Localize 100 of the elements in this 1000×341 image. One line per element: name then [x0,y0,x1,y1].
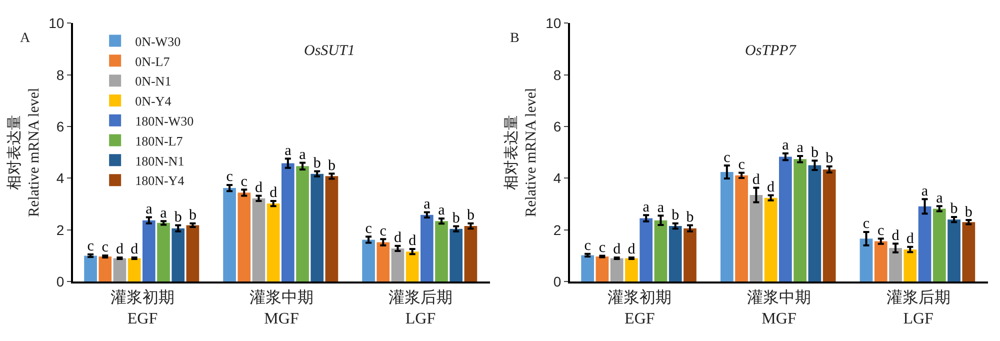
data-label: c [862,216,870,232]
y-tick-label: 2 [553,222,562,238]
data-label: a [921,183,928,200]
bar [223,188,236,282]
bar [172,228,185,282]
data-label: d [394,230,402,246]
data-label: a [936,190,944,206]
data-label: c [226,169,234,186]
bar [186,225,200,282]
x-tick-label: 灌浆初期 EGF [608,288,672,328]
data-label: a [782,138,790,154]
legend-label: 0N-L7 [135,54,170,69]
bar [720,172,734,282]
data-label: a [796,140,804,156]
y-tick-label: 0 [553,273,562,290]
data-label: a [284,142,292,159]
data-label: c [365,220,372,237]
y-tick-label: 6 [553,118,562,134]
bar [932,208,946,282]
bar [420,214,434,282]
bar [779,156,792,282]
bar [142,220,156,282]
y-tick-label: 6 [56,118,64,134]
bar [764,198,778,282]
data-label: b [950,201,958,218]
legend-label: 0N-W30 [135,34,181,49]
data-label: d [752,172,760,188]
data-label: b [313,156,321,172]
data-label: d [613,242,622,258]
data-label: c [380,223,387,240]
data-label: a [424,196,431,213]
y-tick-label: 4 [553,170,562,186]
legend-label: 180N-L7 [135,133,184,148]
data-label: b [328,158,336,174]
bar [684,228,696,282]
bar [750,195,763,282]
bar [450,228,463,282]
bar [98,256,112,282]
y-tick-label: 2 [56,222,64,238]
bar [640,218,653,282]
bar [625,258,638,282]
data-label: d [906,231,914,248]
data-label: c [738,157,746,174]
bar [610,258,624,282]
data-label: b [188,208,196,224]
bar [794,159,806,282]
y-tick-label: 4 [56,170,64,186]
data-label: c [87,238,94,255]
bar [808,165,822,282]
text: A [20,31,31,46]
bar [238,192,251,282]
bar [822,169,836,282]
bar [735,175,748,282]
data-label: a [299,146,306,163]
data-label: d [116,242,124,258]
bar [128,258,141,282]
data-label: b [466,208,474,224]
data-label: b [452,210,460,227]
data-label: d [892,228,900,244]
y-axis-title: 相对表达量 Relative mRNA level [6,88,42,217]
text: B [510,31,520,46]
x-tick-label: 灌浆中期 MGF [747,288,811,328]
x-tick-label: 灌浆中期 MGF [250,288,314,328]
data-label: c [102,240,109,256]
data-label: c [878,222,885,239]
data-label: b [810,144,818,161]
y-tick-label: 10 [546,15,562,32]
data-label: d [130,242,139,258]
legend-label: 0N-N1 [135,74,172,89]
data-label: b [174,209,182,226]
data-label: b [686,209,694,226]
data-label: d [270,185,278,202]
legend-label: 180N-W30 [135,113,194,128]
data-label: d [628,242,636,258]
text: OsTPP7 [745,43,798,59]
bar [668,226,682,282]
text: OsSUT1 [304,43,355,59]
bar [918,206,932,282]
bar [310,174,324,282]
bar [282,163,294,282]
bar [157,222,170,282]
data-label: c [598,240,606,256]
bar [435,221,448,282]
bar [362,240,375,282]
bar [84,256,97,282]
bar [113,258,126,282]
data-label: d [408,233,417,250]
data-label: c [724,150,731,166]
data-label: c [240,174,248,190]
y-tick-label: 8 [56,66,64,83]
data-label: a [146,201,153,218]
bar [391,248,404,282]
bar [464,226,478,282]
y-tick-label: 0 [56,273,64,290]
y-tick-label: 10 [48,15,64,32]
bar [874,241,888,282]
x-tick-label: 灌浆后期 LGF [886,288,950,328]
data-label: d [254,180,263,196]
bar [252,198,266,282]
y-tick-label: 8 [553,66,562,83]
